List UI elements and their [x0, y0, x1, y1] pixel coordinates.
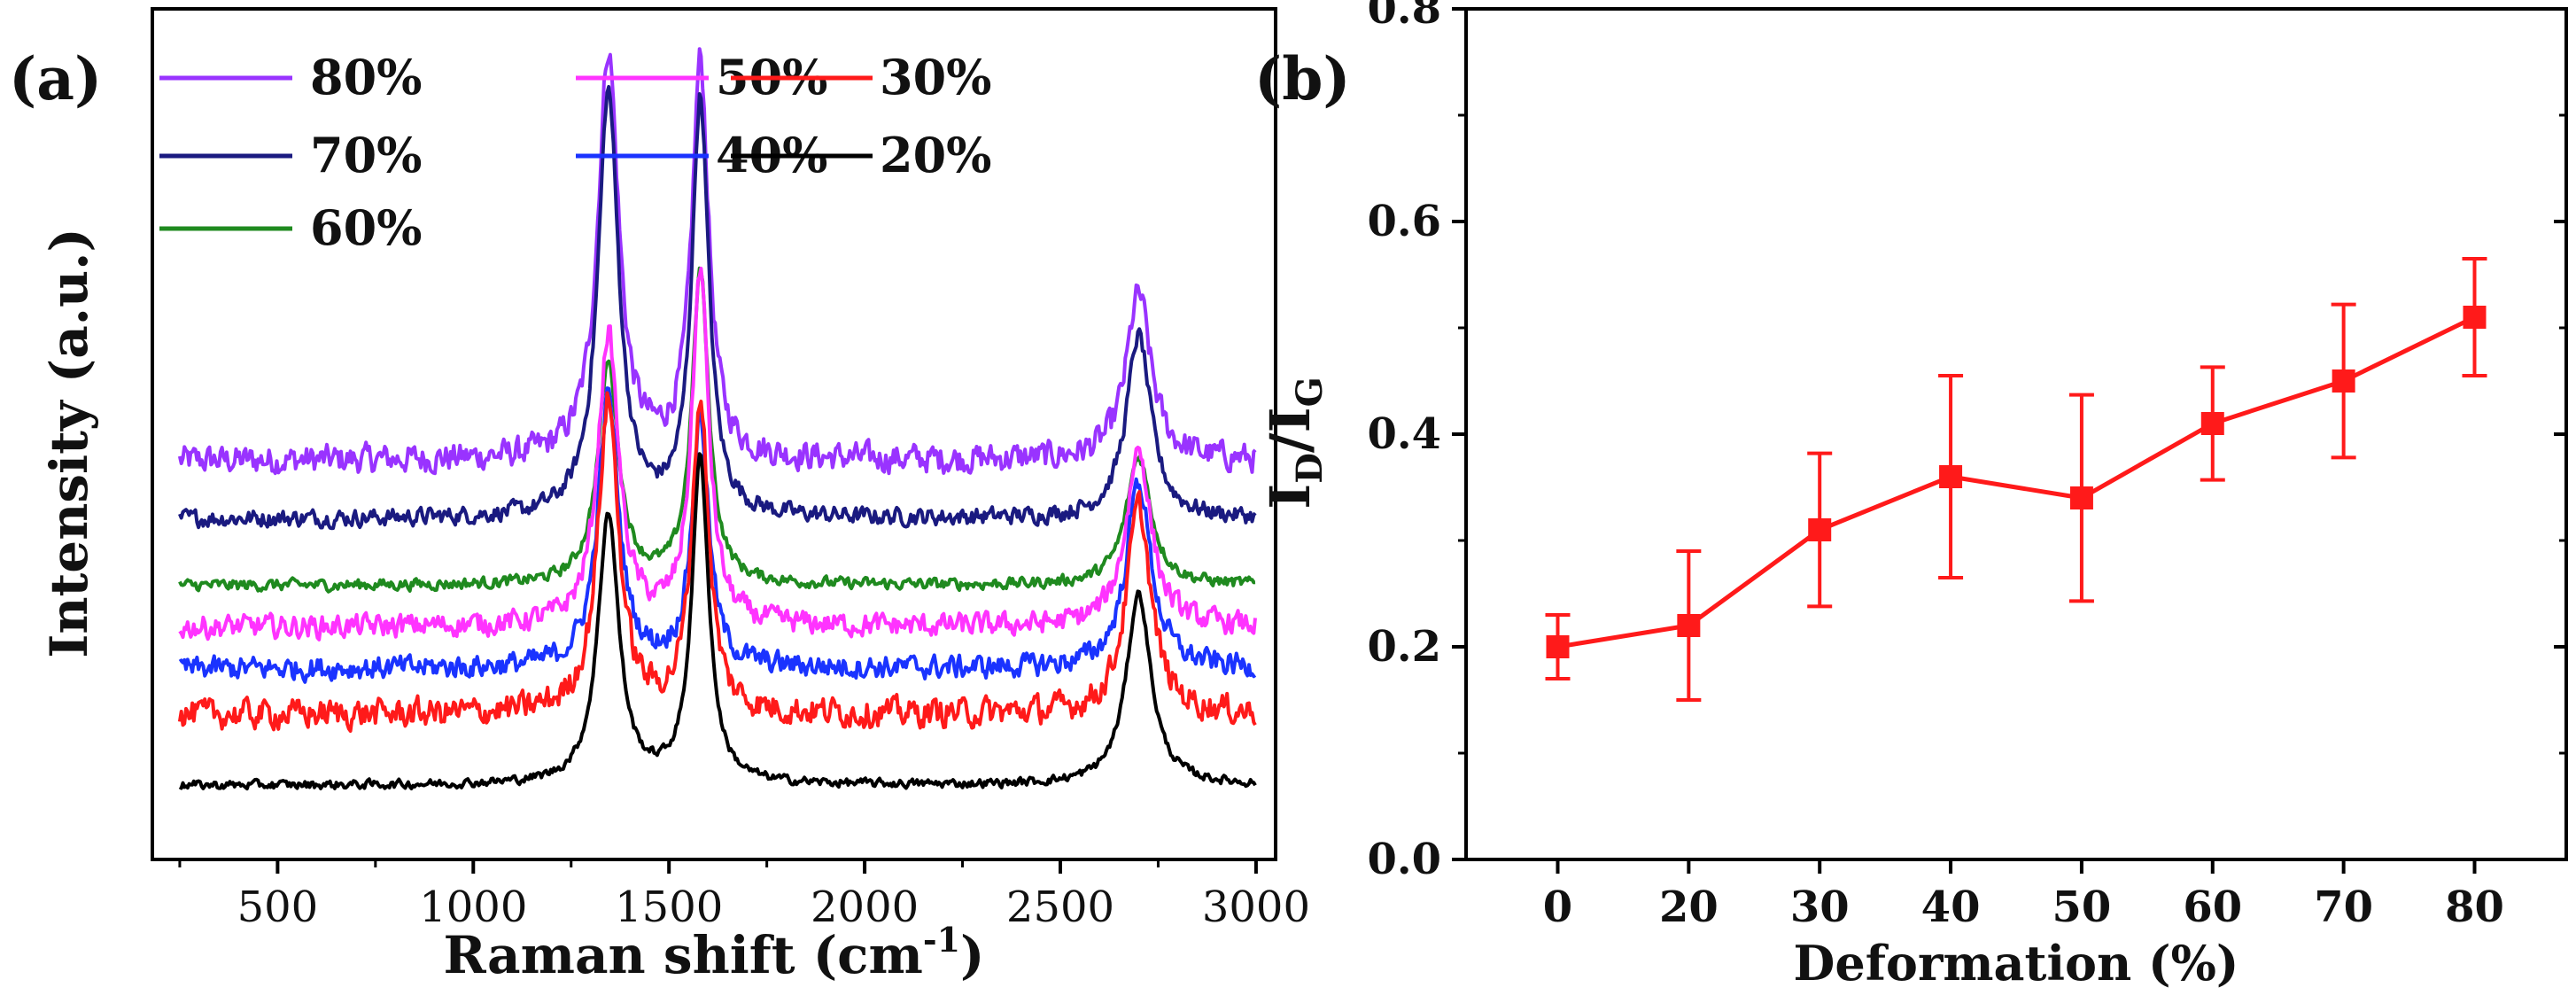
- x-tick-label: 80: [2445, 882, 2504, 932]
- data-point: [1939, 465, 1963, 488]
- x-tick-label: 50: [2052, 882, 2112, 932]
- y-tick-label: 0.0: [1367, 835, 1441, 884]
- y-tick-label: 0.4: [1367, 409, 1441, 459]
- y-tick-label: 0.2: [1367, 622, 1441, 672]
- x-tick-label: 60: [2183, 882, 2242, 932]
- panel-b-id-ig-ratio: (b) 0 20 30 40 50 60 70 80 0.0 0.2 0.4 0.6 0.8 Defor…: [1254, 0, 2568, 991]
- x-tick-label: 2000: [811, 882, 919, 932]
- data-point: [2332, 369, 2355, 393]
- spectrum-40pct: [178, 386, 1257, 684]
- panel-a-frame: [151, 7, 1277, 861]
- x-tick-label: 0: [1543, 882, 1572, 932]
- panel-a-x-axis-label: Raman shift (cm-1): [443, 920, 984, 985]
- data-point: [1546, 635, 1570, 658]
- x-tick-label: 40: [1921, 882, 1981, 932]
- panel-label-b: (b): [1254, 44, 1351, 113]
- raman-series-group: [177, 47, 1257, 791]
- ratio-line: [1557, 315, 2476, 649]
- panel-b-x-axis-label: Deformation (%): [1794, 935, 2239, 991]
- legend-label-60pct: 60%: [310, 199, 422, 256]
- x-tick-label: 3000: [1202, 882, 1310, 932]
- panel-b-data: [1545, 257, 2487, 702]
- y-tick-label: 0.6: [1367, 197, 1441, 246]
- spectrum-60pct: [178, 266, 1256, 594]
- x-tick-label: 1500: [615, 882, 723, 932]
- x-tick-label: 500: [237, 882, 319, 932]
- legend-label-20pct: 20%: [880, 127, 991, 183]
- panel-a-legend: 80% 50% 30%70% 40% 20%60%: [159, 49, 991, 256]
- y-tick-label: 0.8: [1367, 0, 1441, 34]
- legend-label-70pct: 70%: [310, 127, 422, 183]
- spectrum-30pct: [177, 391, 1257, 733]
- x-tick-label: 70: [2314, 882, 2373, 932]
- panel-b-frame: [1464, 7, 2568, 861]
- data-point: [2463, 306, 2487, 329]
- panel-a-x-ticks: 500 1000 1500 2000 2500 3000: [178, 859, 1310, 932]
- panel-b-y-axis-label: ID/IG: [1258, 377, 1331, 509]
- legend-label-30pct: 30%: [880, 49, 991, 105]
- panel-b-ticks: 0 20 30 40 50 60 70 80 0.0 0.2 0.4 0.6 0.8: [1367, 0, 2566, 932]
- spectrum-80pct: [177, 47, 1257, 476]
- spectrum-20pct: [178, 452, 1257, 791]
- spectrum-70pct: [178, 84, 1257, 531]
- data-point: [2069, 486, 2093, 509]
- legend-label-80pct: 80%: [310, 49, 422, 105]
- x-tick-label: 1000: [419, 882, 527, 932]
- x-tick-label: 2500: [1006, 882, 1114, 932]
- data-point: [2200, 412, 2224, 435]
- x-tick-label: 20: [1659, 882, 1719, 932]
- x-tick-label: 30: [1790, 882, 1850, 932]
- panel-a-y-axis-label: Intensity (a.u.): [39, 228, 99, 658]
- data-point: [1677, 614, 1701, 637]
- panel-a-raman-spectra: (a) 500 1000 1500 2000 2500 3000 80% 50% 30%70%…: [9, 7, 1310, 985]
- spectrum-50pct: [178, 267, 1257, 641]
- panel-label-a: (a): [9, 44, 102, 113]
- data-point: [1808, 518, 1832, 541]
